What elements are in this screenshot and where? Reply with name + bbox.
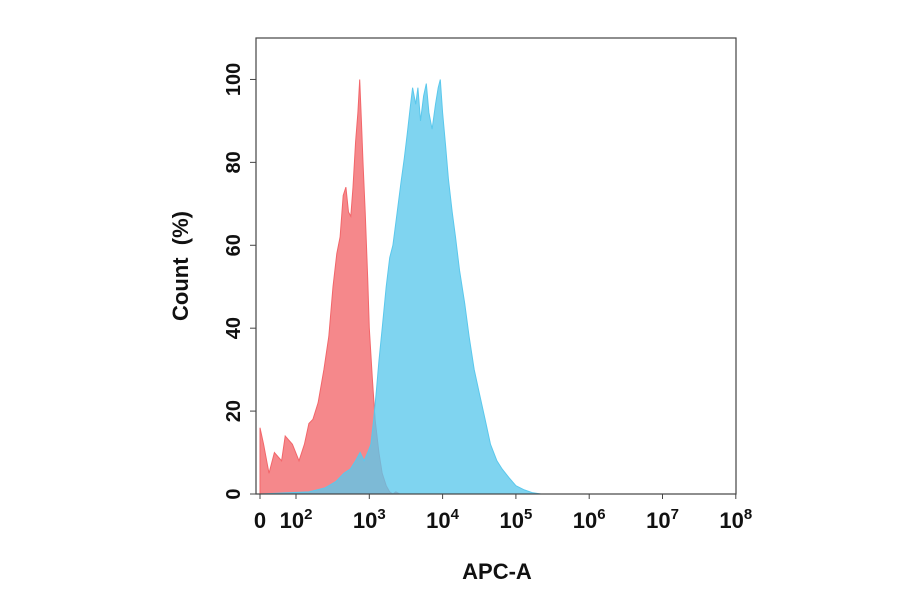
x-tick-label: 107 xyxy=(646,506,679,533)
y-tick-label: 60 xyxy=(223,234,245,256)
x-tick-label: 103 xyxy=(353,506,386,533)
y-axis-ticks: 0 20 40 60 80 100 xyxy=(223,63,256,500)
plot-frame xyxy=(255,37,737,495)
y-tick-label: 100 xyxy=(223,63,245,96)
x-tick-label: 108 xyxy=(719,506,752,533)
y-tick-label: 20 xyxy=(223,400,245,422)
x-tick-label: 102 xyxy=(280,506,313,533)
x-tick-label: 106 xyxy=(573,506,606,533)
x-axis-label: APC-A xyxy=(462,559,532,584)
y-tick-label: 0 xyxy=(223,488,245,499)
x-tick-label: 0 xyxy=(254,508,266,533)
y-tick-label: 40 xyxy=(223,317,245,339)
series-layer xyxy=(259,79,542,495)
y-axis-label: Count (%) xyxy=(168,211,193,321)
x-tick-label: 105 xyxy=(499,506,532,533)
x-axis-ticks: 0 102 103 104 105 106 107 108 xyxy=(254,494,752,533)
y-tick-label: 80 xyxy=(223,151,245,173)
x-tick-label: 104 xyxy=(426,506,459,533)
histogram-series-2 xyxy=(259,79,542,495)
